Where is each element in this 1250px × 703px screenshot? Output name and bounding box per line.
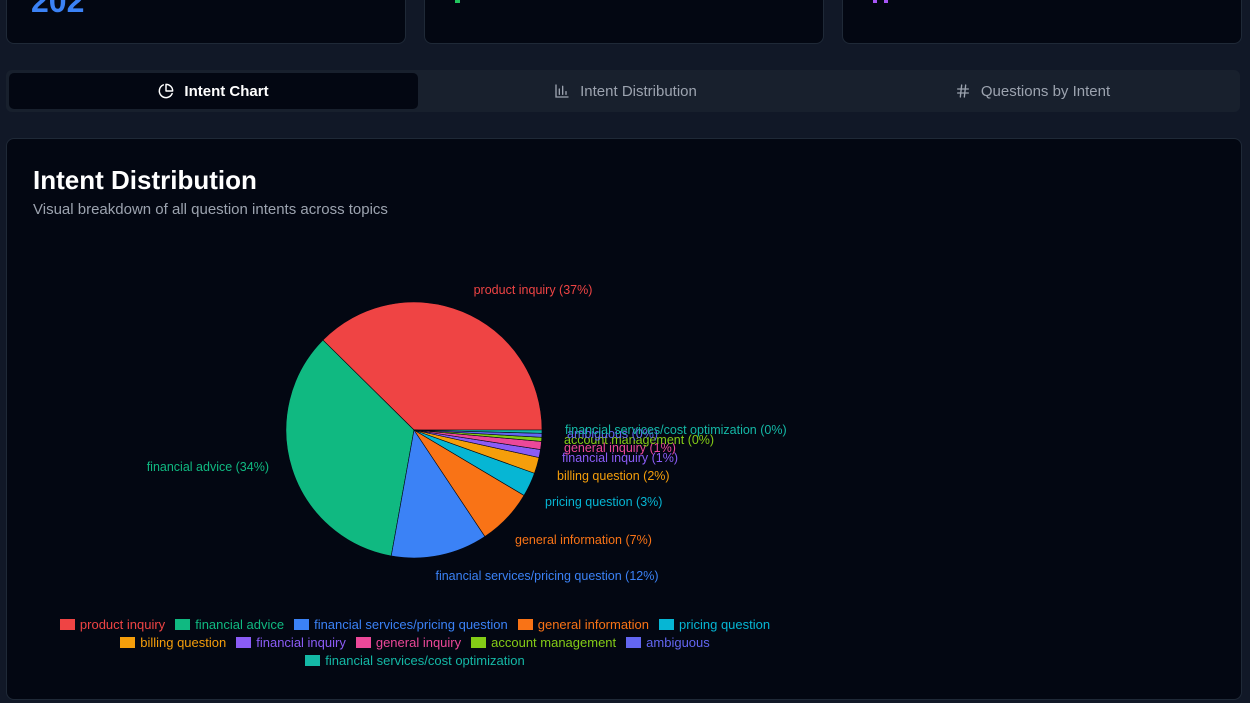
stat-value-bar [455,0,460,3]
panel-subtitle: Visual breakdown of all question intents… [33,201,388,218]
legend-item[interactable]: general information [517,617,650,632]
legend-item[interactable]: financial advice [175,617,284,632]
legend-swatch [355,637,371,648]
tab-questions-by-intent[interactable]: Questions by Intent [828,73,1237,109]
legend-swatch [175,619,191,630]
legend-label: financial services/cost optimization [325,653,525,668]
legend-swatch [517,619,533,630]
slice-data-label: general inquiry (1%) [564,441,676,455]
panel-title: Intent Distribution [33,165,257,195]
legend-row: billing question financial inquiry general… [7,635,823,650]
tab-intent-chart[interactable]: Intent Chart [9,73,418,109]
pie-slice-financial-advice[interactable] [285,339,415,557]
slice-data-label: billing question (2%) [557,469,670,483]
intent-distribution-panel: Intent Distribution Visual breakdown of … [6,138,1242,700]
legend-item[interactable]: billing question [120,635,226,650]
legend-label: financial services/pricing question [314,617,508,632]
tab-label: Questions by Intent [980,82,1111,100]
legend-item[interactable]: general inquiry [355,635,462,650]
slice-data-label: general information (7%) [515,533,652,547]
pie-chart-icon [158,83,174,99]
legend-label: product inquiry [79,617,166,632]
stat-value: 202 [31,0,85,19]
tab-label: Intent Distribution [580,82,697,100]
legend-item[interactable]: pricing question [659,617,770,632]
legend-label: account management [491,635,617,650]
legend-label: ambiguous [646,635,710,650]
legend-label: billing question [140,635,227,650]
slice-data-label: financial inquiry (1%) [562,451,678,465]
legend-item[interactable]: financial services/pricing question [294,617,508,632]
stat-value-bars [873,0,888,3]
legend-label: general information [537,617,650,632]
legend-row: product inquiry financial advice financial… [7,617,823,632]
legend-label: financial inquiry [256,635,346,650]
legend-item[interactable]: product inquiry [59,617,166,632]
legend-swatch [59,619,75,630]
legend-swatch [120,637,136,648]
legend-swatch [626,637,642,648]
pie-slice-financial-services-pricing-question[interactable] [390,429,486,559]
tab-bar: Intent Chart Intent Distribution Questio… [6,70,1240,112]
bar-chart-icon [554,83,570,99]
hash-icon [955,83,971,99]
slice-data-label: product inquiry (37%) [474,283,593,297]
pie-slice-financial-services-cost-optimization[interactable] [413,429,543,434]
slice-data-label: financial services/pricing question (12%… [435,569,658,583]
legend-swatch [305,655,321,666]
legend-label: general inquiry [375,635,462,650]
stat-card-2 [424,0,824,44]
legend-swatch [294,619,310,630]
legend-swatch [659,619,675,630]
legend-row: financial services/cost optimization [7,653,823,668]
legend-item[interactable]: financial inquiry [236,635,346,650]
legend-label: pricing question [679,617,771,632]
legend-label: financial advice [195,617,285,632]
pie-slice-product-inquiry[interactable] [322,301,543,431]
legend-swatch [236,637,252,648]
stat-card-total: 202 [6,0,406,44]
slice-data-label: ambiguous (0%) [567,427,658,441]
legend-swatch [471,637,487,648]
legend-item[interactable]: financial services/cost optimization [305,653,525,668]
slice-data-label: financial services/cost optimization (0%… [565,423,787,437]
legend-item[interactable]: ambiguous [626,635,710,650]
tab-intent-distribution[interactable]: Intent Distribution [421,73,830,109]
stat-card-3 [842,0,1242,44]
slice-data-label: account management (0%) [564,433,714,447]
tab-label: Intent Chart [184,82,269,100]
slice-data-label: financial advice (34%) [147,460,269,474]
legend-item[interactable]: account management [471,635,616,650]
slice-data-label: pricing question (3%) [545,495,662,509]
pie-chart: product inquiry (37%) financial advice (3… [147,283,787,583]
